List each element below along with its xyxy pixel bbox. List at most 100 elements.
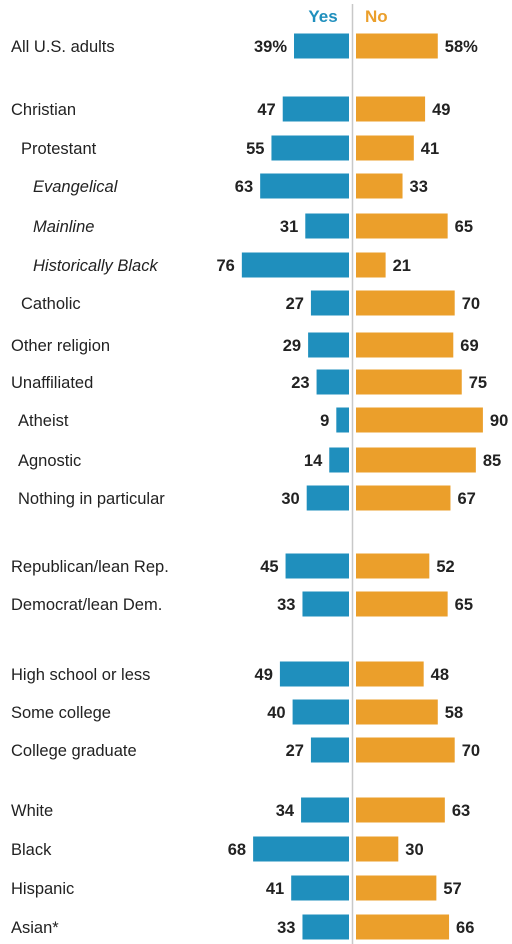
yes-bar [241, 252, 349, 278]
category-label: Some college [11, 704, 111, 722]
no-bar [356, 96, 426, 122]
yes-value-label: 30 [281, 490, 299, 508]
no-value-label: 58 [445, 704, 463, 722]
no-value-label: 69 [460, 337, 478, 355]
no-value-label: 70 [462, 742, 480, 760]
category-label: Black [11, 841, 52, 859]
yes-bar [310, 737, 349, 763]
no-bar [356, 485, 451, 511]
category-label: White [11, 802, 53, 820]
no-bar [356, 797, 445, 823]
no-value-label: 48 [431, 666, 449, 684]
yes-value-label: 63 [235, 178, 253, 196]
no-value-label: 49 [432, 101, 450, 119]
category-label: Evangelical [33, 178, 119, 196]
yes-bar [301, 797, 349, 823]
no-value-label: 66 [456, 919, 474, 937]
yes-bar [292, 699, 349, 725]
no-value-label: 85 [483, 452, 501, 470]
yes-value-label: 49 [255, 666, 273, 684]
yes-bar [308, 332, 349, 358]
yes-value-label: 41 [266, 880, 284, 898]
legend-yes-label: Yes [308, 7, 337, 26]
no-bar [356, 553, 430, 579]
yes-bar [329, 447, 349, 473]
yes-bar [302, 591, 349, 617]
no-value-label: 57 [443, 880, 461, 898]
yes-value-label: 9 [320, 412, 329, 430]
no-value-label: 58% [445, 38, 478, 56]
yes-bar [260, 173, 349, 199]
no-bar [356, 369, 462, 395]
yes-bar [305, 213, 349, 239]
no-bar [356, 252, 386, 278]
yes-bar [279, 661, 349, 687]
yes-value-label: 55 [246, 140, 264, 158]
no-bar [356, 332, 454, 358]
yes-bar [291, 875, 349, 901]
no-bar [356, 836, 399, 862]
category-label: High school or less [11, 666, 150, 684]
no-value-label: 63 [452, 802, 470, 820]
no-value-label: 70 [462, 295, 480, 313]
category-label: Mainline [33, 218, 94, 236]
yes-bar [282, 96, 349, 122]
yes-bar [310, 290, 349, 316]
no-value-label: 75 [469, 374, 487, 392]
yes-value-label: 34 [276, 802, 295, 820]
category-label: Historically Black [33, 257, 158, 275]
yes-value-label: 31 [280, 218, 298, 236]
yes-value-label: 40 [267, 704, 285, 722]
yes-value-label: 29 [283, 337, 301, 355]
no-bar [356, 135, 414, 161]
category-label: Atheist [18, 412, 69, 430]
yes-value-label: 47 [257, 101, 275, 119]
yes-bar [285, 553, 349, 579]
no-bar [356, 737, 455, 763]
no-value-label: 30 [405, 841, 423, 859]
category-label: Protestant [21, 140, 97, 158]
no-bar [356, 213, 448, 239]
category-label: Democrat/lean Dem. [11, 596, 162, 614]
yes-value-label: 27 [286, 295, 304, 313]
no-value-label: 65 [455, 596, 473, 614]
yes-bar [294, 33, 349, 59]
legend-no-label: No [365, 7, 388, 26]
category-label: Other religion [11, 337, 110, 355]
no-value-label: 90 [490, 412, 508, 430]
category-label: Nothing in particular [18, 490, 165, 508]
yes-value-label: 39% [254, 38, 287, 56]
no-bar [356, 33, 438, 59]
no-value-label: 41 [421, 140, 439, 158]
category-label: Christian [11, 101, 76, 119]
yes-bar [271, 135, 349, 161]
no-value-label: 67 [457, 490, 475, 508]
yes-value-label: 33 [277, 919, 295, 937]
no-bar [356, 661, 424, 687]
no-bar [356, 875, 437, 901]
yes-bar [336, 407, 349, 433]
yes-value-label: 14 [304, 452, 323, 470]
category-label: Hispanic [11, 880, 74, 898]
yes-bar [253, 836, 349, 862]
no-value-label: 52 [436, 558, 454, 576]
yes-value-label: 33 [277, 596, 295, 614]
yes-value-label: 23 [291, 374, 309, 392]
yes-bar [306, 485, 349, 511]
yes-value-label: 68 [228, 841, 246, 859]
no-bar [356, 290, 455, 316]
bar-rows: All U.S. adults 39% 58% Christian 47 49 Protes… [11, 33, 508, 940]
category-label: Agnostic [18, 452, 81, 470]
no-bar [356, 591, 448, 617]
yes-bar [316, 369, 349, 395]
yes-value-label: 45 [260, 558, 278, 576]
no-bar [356, 699, 438, 725]
category-label: College graduate [11, 742, 137, 760]
no-bar [356, 173, 403, 199]
category-label: All U.S. adults [11, 38, 115, 56]
category-label: Asian* [11, 919, 59, 937]
no-bar [356, 914, 450, 940]
yes-value-label: 76 [216, 257, 234, 275]
no-value-label: 33 [410, 178, 428, 196]
